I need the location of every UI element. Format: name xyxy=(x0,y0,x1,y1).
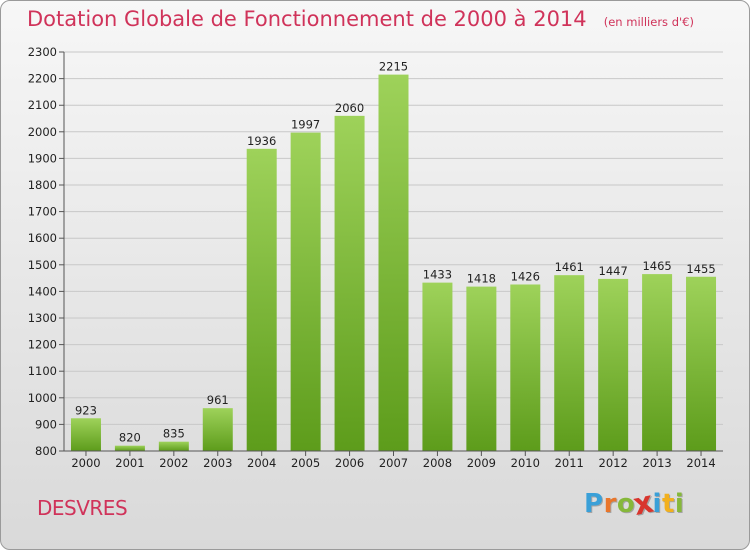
bar xyxy=(290,132,321,451)
title-row: Dotation Globale de Fonctionnement de 20… xyxy=(27,7,694,31)
y-tick-label: 1600 xyxy=(28,231,57,245)
bar xyxy=(598,278,629,451)
y-tick-label: 2200 xyxy=(28,72,57,86)
x-tick-label: 2007 xyxy=(379,456,408,470)
x-tick-label: 2012 xyxy=(599,456,628,470)
x-tick-label: 2001 xyxy=(115,456,144,470)
bar xyxy=(202,408,233,451)
bar-value-label: 1936 xyxy=(247,134,276,148)
bar-value-label: 1455 xyxy=(686,262,715,276)
y-tick-label: 1100 xyxy=(28,364,57,378)
bar xyxy=(642,274,673,451)
y-tick-label: 1500 xyxy=(28,258,57,272)
logo-letter: o xyxy=(616,489,636,519)
bar xyxy=(422,282,453,451)
x-tick-label: 2013 xyxy=(642,456,671,470)
logo-letter: r xyxy=(603,489,617,519)
x-tick-label: 2002 xyxy=(159,456,188,470)
y-tick-label: 800 xyxy=(35,444,57,458)
bar-value-label: 1465 xyxy=(642,259,671,273)
bar xyxy=(554,275,585,451)
bar-value-label: 1997 xyxy=(291,118,320,132)
axes xyxy=(63,52,723,452)
bar xyxy=(686,276,717,451)
y-tick-label: 2300 xyxy=(28,45,57,59)
y-tick-label: 2100 xyxy=(28,98,57,112)
bar xyxy=(334,115,365,451)
bar-value-label: 1433 xyxy=(423,268,452,282)
y-tick-label: 1000 xyxy=(28,391,57,405)
y-tick-label: 2000 xyxy=(28,125,57,139)
y-tick-label: 1900 xyxy=(28,151,57,165)
bar xyxy=(70,418,101,451)
bar-value-label: 961 xyxy=(207,393,229,407)
bars: 923 820 835 961 1936 1997 2060 2215 1433 1418 1426… xyxy=(70,60,717,452)
bar-value-label: 2060 xyxy=(335,101,364,115)
bar xyxy=(378,74,409,452)
x-tick-label: 2004 xyxy=(247,456,276,470)
bar xyxy=(114,445,145,451)
x-tick-labels: 2000 2001 2002 2003 2004 2005 2006 2007 2008 2009… xyxy=(71,451,716,470)
bar-value-label: 923 xyxy=(75,403,97,417)
y-tick-label: 900 xyxy=(35,417,57,431)
x-tick-label: 2000 xyxy=(71,456,100,470)
logo-letter: i xyxy=(652,489,662,519)
y-tick-label: 1700 xyxy=(28,205,57,219)
bar-value-label: 1418 xyxy=(467,272,496,286)
x-tick-label: 2003 xyxy=(203,456,232,470)
x-tick-label: 2005 xyxy=(291,456,320,470)
x-tick-label: 2014 xyxy=(686,456,715,470)
bar-value-label: 835 xyxy=(163,427,185,441)
bar-value-label: 820 xyxy=(119,431,141,445)
chart-unit: (en milliers d'€) xyxy=(603,15,694,29)
y-tick-label: 1800 xyxy=(28,178,57,192)
commune-name: DESVRES xyxy=(37,496,128,520)
bar-value-label: 1426 xyxy=(511,269,540,283)
y-tick-labels: 800 900 1000 1100 1200 1300 1400 1500 1600 1700 18… xyxy=(28,45,64,458)
bar xyxy=(158,441,189,451)
x-tick-label: 2009 xyxy=(467,456,496,470)
logo-letter: t xyxy=(661,489,675,519)
x-tick-label: 2008 xyxy=(423,456,452,470)
bar xyxy=(246,148,277,451)
y-tick-label: 1300 xyxy=(28,311,57,325)
x-tick-label: 2010 xyxy=(511,456,540,470)
x-tick-label: 2006 xyxy=(335,456,364,470)
bar xyxy=(466,286,497,451)
bar-value-label: 1461 xyxy=(555,260,584,274)
x-tick-label: 2011 xyxy=(555,456,584,470)
logo-letter: i xyxy=(674,489,685,519)
logo-letter: P xyxy=(584,489,604,519)
bar-value-label: 2215 xyxy=(379,60,408,74)
y-tick-label: 1200 xyxy=(28,338,57,352)
chart-title: Dotation Globale de Fonctionnement de 20… xyxy=(27,7,587,31)
bar-value-label: 1447 xyxy=(599,264,628,278)
y-tick-label: 1400 xyxy=(28,284,57,298)
bar xyxy=(510,284,541,451)
proxiti-logo[interactable]: Proxiti xyxy=(584,485,685,523)
